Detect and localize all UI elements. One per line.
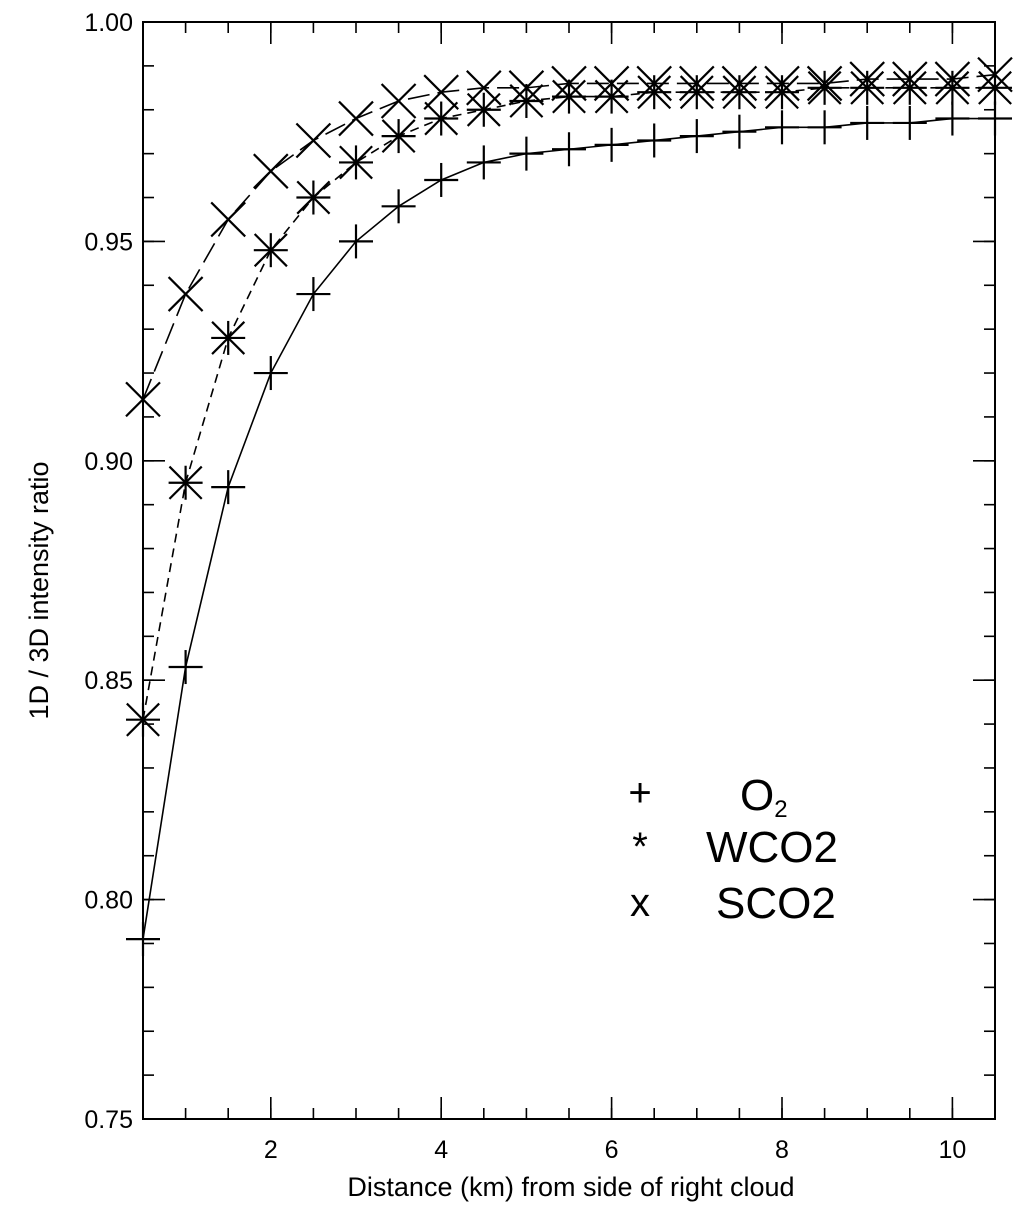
axis-ticks [142,21,996,1120]
o2-point [296,277,331,312]
o2-point [722,114,757,149]
sco2-point [253,153,289,189]
wco2-point [339,145,373,180]
sco2-point [210,201,246,238]
sco2-point [764,65,800,102]
o2-point [509,136,544,171]
wco2-point [892,70,927,105]
x-tick-label: 10 [938,1136,966,1164]
o2-point [424,162,459,197]
wco2-point [424,101,459,136]
o2-point [466,145,501,180]
wco2-point [381,119,416,154]
wco2-point [679,75,714,110]
y-tick-label: 0.90 [84,448,133,476]
wco2-point [594,79,629,114]
wco2-point [211,320,246,355]
o2-point [339,224,373,259]
legend-symbol-o2: + [628,771,651,815]
sco2-point [721,65,758,102]
o2-point [211,470,246,505]
wco2-point [637,75,672,110]
x-tick-label: 8 [775,1136,789,1164]
wco2-line [142,87,995,720]
sco2-point [167,276,204,312]
legend-symbol-sco2: x [630,881,650,925]
o2-point [552,132,586,167]
legend: + O2 * WCO2 x SCO2 [628,771,838,928]
o2-point [637,123,672,158]
o2-point [253,356,288,391]
tick-labels: 2 4 6 8 10 0.75 0.80 0.85 0.90 0.95 1.00 [84,9,966,1164]
wco2-point [765,75,799,110]
wco2-point [807,70,842,105]
wco2-point [466,92,501,127]
chart-series [125,56,1013,957]
o2-point [892,105,927,140]
y-tick-label: 0.80 [84,887,133,915]
sco2-point [551,65,587,102]
sco2-point [806,65,843,102]
sco2-point [892,61,928,97]
sco2-point [508,70,545,106]
legend-label-o2-subscript: 2 [774,796,787,823]
series-sco2 [125,56,1013,418]
series-o2 [126,101,1012,957]
o2-point [594,127,629,162]
sco2-point [295,122,332,159]
sco2-point [466,70,502,106]
y-tick-label: 0.85 [84,667,133,695]
wco2-point [935,70,970,105]
x-tick-label: 2 [264,1136,278,1164]
legend-label-sco2: SCO2 [716,879,836,928]
sco2-point [593,65,630,102]
sco2-point [380,83,417,119]
x-tick-label: 6 [605,1136,619,1164]
legend-label-wco2: WCO2 [706,823,838,872]
o2-point [765,110,799,145]
sco2-point [338,100,374,137]
wco2-point [168,465,203,500]
legend-label-o2: O2 [740,771,788,823]
wco2-point [296,180,331,215]
o2-point [168,650,203,685]
o2-point [381,189,416,224]
wco2-point [253,233,288,268]
legend-symbol-wco2: * [632,825,648,869]
series-wco2 [126,70,1012,737]
o2-point [807,110,842,145]
sco2-point [636,65,672,102]
y-tick-label: 0.75 [84,1106,133,1134]
o2-point [679,119,714,154]
o2-point [850,105,885,140]
wco2-point [552,79,586,114]
wco2-point [722,75,757,110]
sco2-point [423,74,459,110]
sco2-point [934,61,971,97]
x-axis-title: Distance (km) from side of right cloud [347,1172,794,1202]
sco2-point [679,65,715,102]
wco2-point [850,70,885,105]
x-tick-label: 4 [434,1136,448,1164]
y-tick-label: 1.00 [84,9,133,37]
o2-point [935,101,970,136]
y-tick-label: 0.95 [84,228,133,256]
y-axis-title: 1D / 3D intensity ratio [24,461,54,719]
wco2-point [509,83,544,118]
legend-label-o2-main: O [740,771,774,820]
sco2-point [849,61,885,97]
plot-frame [142,21,996,1120]
